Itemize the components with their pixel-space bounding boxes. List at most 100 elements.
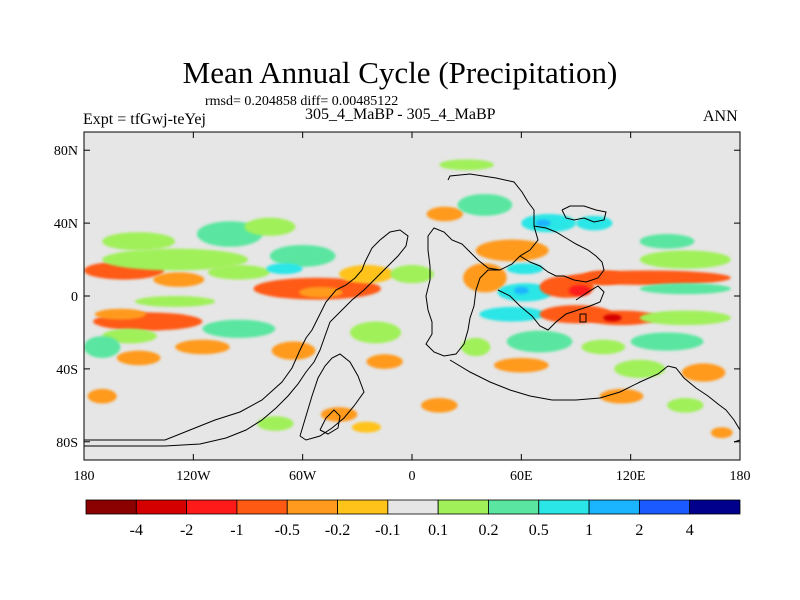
precip-region-31 [463,263,507,293]
precip-region-32 [506,263,544,275]
precip-region-51 [630,332,704,351]
precip-region-43 [535,219,551,227]
precip-region-21 [350,321,402,344]
precip-region-25 [351,421,382,433]
colorbar-swatch-11 [638,499,691,515]
y-tick-label-4: 80S [56,436,78,451]
precip-region-61 [87,388,117,404]
x-tick-label-0: 180 [74,469,95,484]
precip-region-17 [202,319,276,338]
precip-region-56 [681,363,726,382]
colorbar-swatch-3 [236,499,288,515]
colorbar: -4 -2 -1 -0.5 -0.2 -0.1 0.1 0.2 0.5 1 2 4 [85,499,741,539]
colorbar-label-2: -1 [230,522,243,539]
page-title: Mean Annual Cycle (Precipitation) [182,55,618,90]
precip-region-60 [710,427,733,439]
precip-region-11 [244,217,296,236]
colorbar-label-7: 0.2 [478,522,498,539]
precip-region-18 [116,350,161,366]
rmsd-diff-stats: rmsd= 0.204858 diff= 0.00485122 [205,94,399,109]
coastline-island [319,409,341,435]
x-tick-label-5: 120E [616,469,646,484]
y-tick-label-1: 40N [54,217,78,232]
coastline-maritime-continent [497,285,605,331]
coastline-detail [579,313,587,323]
precip-region-3 [102,248,248,271]
coastline-layer [84,173,740,447]
precip-region-16 [175,339,230,355]
colorbar-swatch-0 [85,499,137,515]
coastline-north-asia [561,205,607,223]
precip-region-39 [639,250,731,269]
x-tick-label-4: 60E [510,469,533,484]
precip-region-22 [366,354,403,369]
precip-region-4 [269,244,336,267]
colorbar-swatch-8 [488,499,540,515]
precip-region-5 [266,263,303,275]
colorbar-swatch-1 [135,499,188,515]
case-label: 305_4_MaBP - 305_4_MaBP [305,106,496,123]
colorbar-swatch-10 [588,499,640,515]
y-tick-label-3: 40S [56,363,78,378]
precip-region-41 [639,234,695,249]
precip-region-38 [566,270,731,286]
precip-region-26 [390,265,434,284]
precip-region-24 [257,416,294,431]
colorbar-label-1: -2 [180,522,193,539]
precip-region-36 [568,285,591,296]
coastline-antarctic-peninsula [299,353,365,441]
coastline-africa-eurasia [425,173,539,357]
precip-region-10 [102,232,176,251]
precip-region-57 [599,388,644,404]
precip-region-44 [576,215,613,231]
precip-region-27 [426,206,464,222]
colorbar-label-10: 2 [635,522,643,539]
x-tick-label-6: 180 [730,469,751,484]
coastline-asia [519,225,605,283]
x-axis: 180 120W 60W 0 60E 120E 180 [74,132,751,484]
precip-region-14 [135,296,216,307]
precip-region-50 [506,330,573,353]
colorbar-label-4: -0.2 [325,522,350,539]
precip-region-40 [639,283,731,295]
precip-region-15 [102,328,157,344]
y-tick-label-0: 80N [54,144,78,159]
y-tick-label-2: 0 [71,290,78,305]
precip-region-49 [639,310,731,326]
precip-region-53 [461,337,491,357]
precip-region-30 [475,239,549,262]
colorbar-swatch-5 [337,499,389,515]
colorbar-label-6: 0.1 [428,522,448,539]
precip-region-52 [581,339,626,355]
colorbar-label-0: -4 [130,522,143,539]
precip-region-8 [339,265,394,284]
precip-region-1 [153,272,205,287]
colorbar-label-8: 0.5 [529,522,549,539]
colorbar-swatch-2 [186,499,238,515]
x-tick-label-3: 0 [409,469,416,484]
precip-region-55 [614,359,666,378]
colorbar-swatch-7 [437,499,489,515]
season-label: ANN [703,108,738,125]
precip-region-29 [439,159,494,171]
colorbar-swatch-9 [538,499,590,515]
precip-region-13 [94,308,146,320]
precip-region-58 [421,398,458,413]
x-tick-label-2: 60W [289,469,317,484]
experiment-label: Expt = tfGwj-teYej [83,111,206,128]
y-axis: 80N 40N 0 40S 80S [54,144,740,451]
precip-region-20 [271,341,316,360]
colorbar-label-9: 1 [585,522,593,539]
colorbar-label-11: 4 [686,522,694,539]
precip-region-28 [457,193,513,216]
precip-region-59 [667,398,704,413]
precip-region-54 [493,357,549,373]
x-tick-label-1: 120W [176,469,211,484]
precip-region-45 [479,306,546,322]
map-background [84,132,740,460]
precip-region-19 [84,336,121,358]
coastline-south-america [84,229,409,447]
colorbar-swatch-6 [387,499,439,515]
precip-region-34 [514,286,529,295]
